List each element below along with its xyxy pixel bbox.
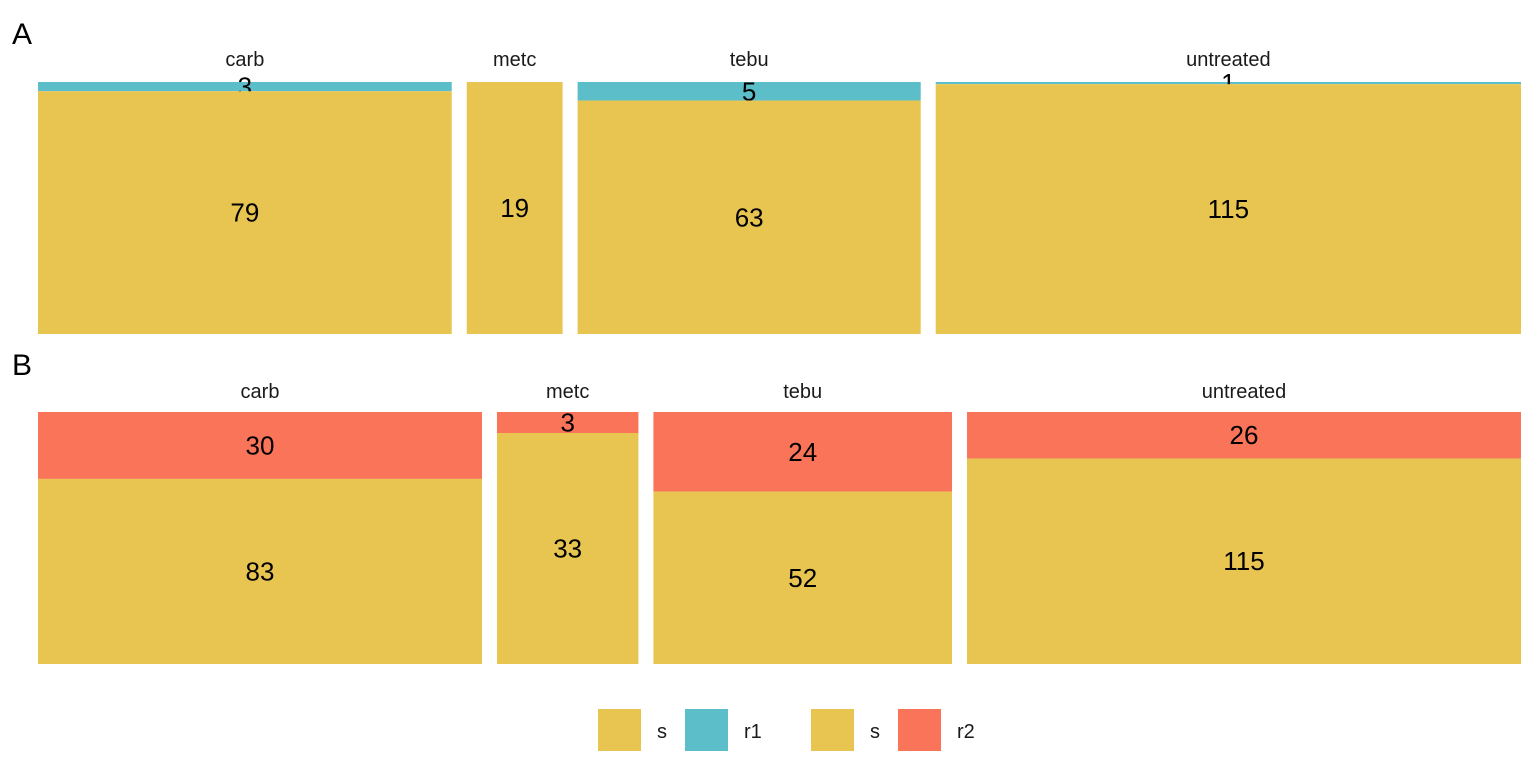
- bar-s-untreated: [967, 458, 1521, 664]
- data-label-s-carb: 83: [246, 556, 275, 586]
- data-label-s-tebu: 63: [735, 202, 764, 232]
- data-label-s-untreated: 115: [1223, 546, 1264, 576]
- bar-r1-carb: [38, 82, 452, 92]
- panel-label: A: [12, 18, 32, 51]
- facet-label-tebu: tebu: [730, 49, 769, 71]
- legend-label-s: s: [870, 721, 880, 743]
- data-label-r2-carb: 30: [246, 430, 275, 460]
- data-label-r1-tebu: 5: [742, 76, 756, 106]
- legend: s r1 s r2: [598, 709, 975, 751]
- bar-s-carb: [38, 91, 452, 334]
- facet-label-untreated: untreated: [1202, 381, 1287, 403]
- data-label-r2-untreated: 26: [1230, 420, 1259, 450]
- data-label-s-untreated: 115: [1208, 194, 1249, 224]
- bar-r2-carb: [38, 412, 482, 479]
- facet-label-metc: metc: [493, 49, 536, 71]
- legend-key-r1: [685, 709, 728, 751]
- facet-label-carb: carb: [241, 381, 280, 403]
- legend-key-r2: [898, 709, 941, 751]
- legend-label-s: s: [657, 721, 667, 743]
- data-label-r2-metc: 3: [560, 408, 574, 438]
- data-label-s-carb: 79: [230, 198, 259, 228]
- bar-s-tebu: [653, 491, 953, 664]
- facet-label-tebu: tebu: [783, 381, 822, 403]
- data-label-s-metc: 33: [553, 534, 582, 564]
- data-label-r2-tebu: 24: [788, 437, 817, 467]
- bar-r1-tebu: [577, 82, 921, 101]
- legend-label-r2: r2: [957, 721, 975, 743]
- bar-r1-untreated: [935, 82, 1521, 85]
- legend-key-s: [811, 709, 854, 751]
- legend-key-s: [598, 709, 641, 751]
- data-label-s-tebu: 52: [788, 563, 817, 593]
- bar-s-tebu: [577, 100, 921, 334]
- facet-label-carb: carb: [225, 49, 264, 71]
- bar-s-metc: [496, 433, 639, 664]
- legend-label-r1: r1: [744, 721, 762, 743]
- facet-label-untreated: untreated: [1186, 49, 1271, 71]
- bar-r2-metc: [496, 412, 639, 433]
- data-label-s-metc: 19: [500, 193, 529, 223]
- panel-label: B: [12, 349, 32, 382]
- facet-label-metc: metc: [546, 381, 589, 403]
- bar-s-untreated: [935, 84, 1521, 334]
- bar-r2-tebu: [653, 412, 953, 492]
- bar-s-metc: [466, 82, 563, 334]
- bar-s-carb: [38, 478, 482, 664]
- bar-r2-untreated: [967, 412, 1521, 459]
